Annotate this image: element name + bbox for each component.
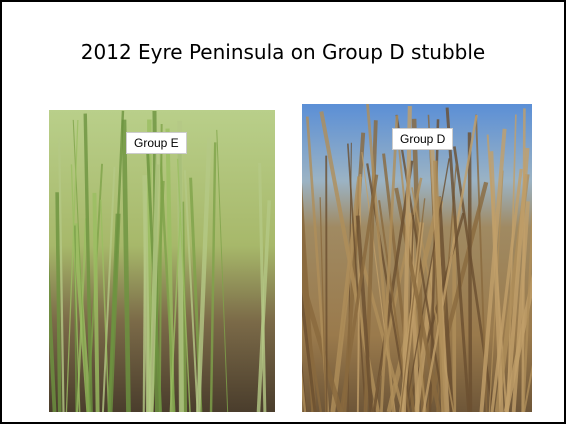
photo-group-d	[302, 104, 532, 412]
stalk	[180, 121, 182, 412]
slide-title: 2012 Eyre Peninsula on Group D stubble	[2, 40, 564, 64]
slide: 2012 Eyre Peninsula on Group D stubble G…	[0, 0, 566, 424]
stalk	[470, 132, 471, 412]
photo-group-e	[49, 110, 275, 412]
photo-label: Group D	[392, 128, 453, 150]
photo-label: Group E	[126, 132, 187, 154]
